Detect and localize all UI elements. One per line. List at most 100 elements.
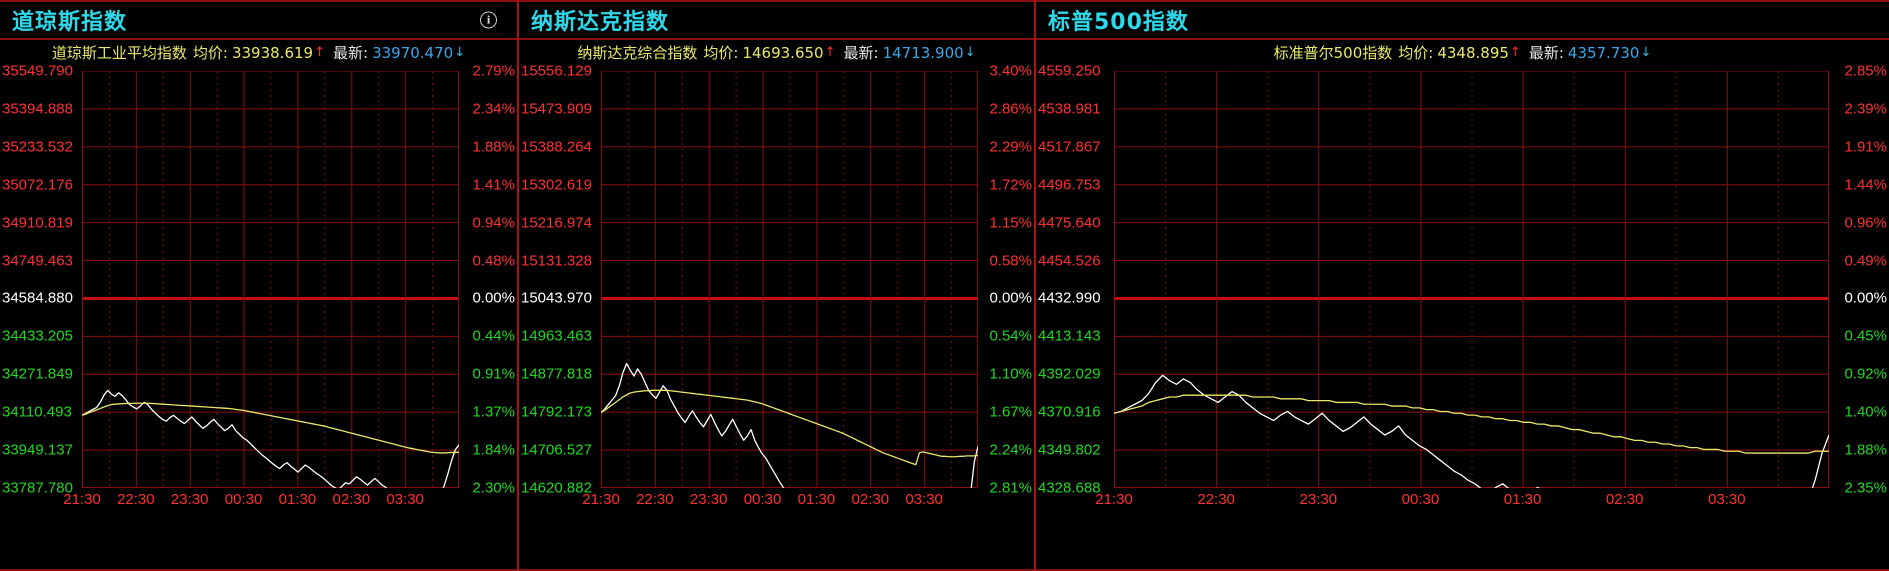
avg-price-label: 均价: <box>703 44 739 62</box>
y-axis-price-label: 15473.909 <box>521 100 592 118</box>
y-axis-price-label: 15131.328 <box>521 252 592 270</box>
x-axis-time-label: 21:30 <box>1095 491 1133 508</box>
y-axis-percent-label: 1.84% <box>472 441 515 459</box>
y-axis-price-label: 15043.970 <box>521 289 592 307</box>
series-line <box>1114 394 1829 454</box>
bottom-divider <box>0 569 517 571</box>
latest-price-value: 33970.470 <box>372 43 454 62</box>
y-axis-percent-label: 2.30% <box>472 479 515 497</box>
index-panel-0: 道琼斯指数 i 道琼斯工业平均指数 均价: 33938.619 ↑ 最新: 33970.470… <box>0 0 517 571</box>
y-axis-price-label: 4517.867 <box>1038 138 1101 156</box>
arrow-up-icon: ↑ <box>824 45 836 60</box>
series-line <box>601 362 978 488</box>
y-axis-price-label: 4475.640 <box>1038 214 1101 232</box>
arrow-up-icon: ↑ <box>314 45 325 60</box>
x-axis-time-label: 21:30 <box>63 491 101 508</box>
index-panel-2: 标普500指数 标准普尔500指数 均价: 4348.895 ↑ 最新: 4357.730 ↓… <box>1034 0 1889 571</box>
x-axis-time: 21:30 22:30 23:30 00:30 01:30 02:30 03:30 <box>582 491 978 513</box>
y-axis-percent-label: 2.34% <box>472 100 515 118</box>
y-axis-percent-label: 0.92% <box>1844 365 1887 383</box>
y-axis-percent-label: 1.67% <box>989 403 1032 421</box>
page-title: 纳斯达克指数 <box>531 10 670 35</box>
y-axis-price-label: 33949.137 <box>2 441 73 459</box>
y-axis-percent-label: 1.72% <box>989 176 1032 194</box>
y-axis-price-label: 15216.974 <box>521 214 592 232</box>
y-axis-percent-label: 0.91% <box>472 365 515 383</box>
x-axis-time-label: 02:30 <box>332 491 371 508</box>
y-axis-percent-label: 2.35% <box>1844 479 1887 497</box>
y-axis-price-label: 14706.527 <box>521 441 592 459</box>
y-axis-price-label: 14877.818 <box>521 365 592 383</box>
page-title: 道琼斯指数 <box>12 10 128 35</box>
y-axis-percent-label: 1.15% <box>989 214 1032 232</box>
arrow-down-icon: ↓ <box>454 45 466 60</box>
chart-area: 15556.129 15473.909 15388.264 15302.619 1521… <box>519 62 1034 571</box>
y-axis-price-label: 35549.790 <box>2 62 73 80</box>
latest-price-label: 最新: <box>843 44 879 62</box>
info-icon[interactable]: i <box>480 11 497 29</box>
x-axis-time-label: 00:30 <box>743 491 782 508</box>
x-axis-time-label: 02:30 <box>1605 491 1644 508</box>
y-axis-price-label: 14963.463 <box>521 327 592 345</box>
y-axis-price-label: 4432.990 <box>1038 289 1101 307</box>
y-axis-price-label: 34271.849 <box>2 365 73 383</box>
series-line <box>601 389 978 466</box>
avg-price-value: 4348.895 <box>1437 43 1509 62</box>
index-name: 纳斯达克综合指数 <box>577 44 698 62</box>
x-axis-time-label: 03:30 <box>905 491 943 508</box>
latest-price-value: 14713.900 <box>882 43 964 62</box>
y-axis-percent-label: 0.49% <box>1844 252 1887 270</box>
y-axis-percent-label: 2.79% <box>472 62 515 80</box>
y-axis-price-label: 4454.526 <box>1038 252 1101 270</box>
y-axis-price-label: 4349.802 <box>1038 441 1101 459</box>
y-axis-percent-label: 1.91% <box>1844 138 1887 156</box>
avg-price-value: 14693.650 <box>742 43 824 62</box>
panel-titlebar: 道琼斯指数 i <box>0 0 517 40</box>
y-axis-price-label: 35072.176 <box>2 176 73 194</box>
price-chart-plot[interactable] <box>82 71 459 488</box>
y-axis-percent-label: 0.00% <box>1844 289 1887 307</box>
y-axis-price-label: 14792.173 <box>521 403 592 421</box>
y-axis-price-label: 15388.264 <box>521 138 592 156</box>
x-axis-time-label: 03:30 <box>386 491 424 508</box>
latest-price-label: 最新: <box>333 44 369 62</box>
x-axis-time-label: 22:30 <box>1197 491 1235 508</box>
x-axis-time: 21:30 22:30 23:30 00:30 01:30 02:30 03:30 <box>1095 491 1829 513</box>
page-title: 标普500指数 <box>1048 10 1189 35</box>
y-axis-percent-label: 0.00% <box>989 289 1032 307</box>
y-axis-price-label: 34110.493 <box>2 403 72 421</box>
index-name: 道琼斯工业平均指数 <box>51 44 187 62</box>
price-chart-plot[interactable] <box>601 71 978 488</box>
y-axis-price-label: 15556.129 <box>521 62 592 80</box>
x-axis-time-label: 01:30 <box>1503 491 1542 508</box>
y-axis-price-label: 35233.532 <box>2 138 73 156</box>
y-axis-percent-label: 1.40% <box>1844 403 1887 421</box>
series-line <box>82 402 459 454</box>
y-axis-percent-label: 2.86% <box>989 100 1032 118</box>
x-axis-time-label: 23:30 <box>689 491 728 508</box>
y-axis-percent-label: 1.88% <box>472 138 515 156</box>
y-axis-percent-label: 0.44% <box>472 327 515 345</box>
y-axis-percent-label: 0.54% <box>989 327 1032 345</box>
y-axis-percent-label: 0.94% <box>472 214 515 232</box>
y-axis-percent-label: 2.39% <box>1844 100 1887 118</box>
x-axis-time-label: 02:30 <box>851 491 890 508</box>
y-axis-price-label: 34433.205 <box>2 327 73 345</box>
avg-price-label: 均价: <box>192 44 228 62</box>
x-axis-time: 21:30 22:30 23:30 00:30 01:30 02:30 03:30 <box>63 491 459 513</box>
avg-price-value: 33938.619 <box>231 43 314 62</box>
price-chart-plot[interactable] <box>1114 71 1829 488</box>
y-axis-price-label: 34910.819 <box>2 214 73 232</box>
x-axis-time-label: 23:30 <box>170 491 209 508</box>
y-axis-percent-label: 0.45% <box>1844 327 1887 345</box>
avg-price-label: 均价: <box>1398 44 1434 62</box>
y-axis-price-label: 4392.029 <box>1038 365 1101 383</box>
y-axis-percent-label: 2.85% <box>1844 62 1887 80</box>
arrow-down-icon: ↓ <box>964 45 976 60</box>
index-name: 标准普尔500指数 <box>1273 44 1393 62</box>
y-axis-percent-label: 2.81% <box>989 479 1032 497</box>
x-axis-time-label: 22:30 <box>636 491 674 508</box>
x-axis-time-label: 21:30 <box>582 491 620 508</box>
series-line <box>1114 374 1829 488</box>
